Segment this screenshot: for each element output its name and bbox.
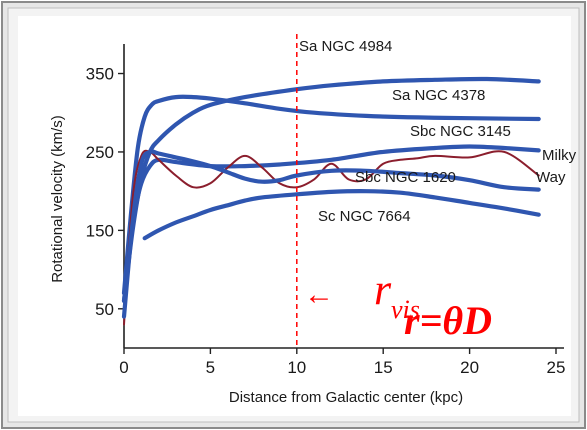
- label-layer: Sa NGC 4984 Sa NGC 4378 Sbc NGC 3145 Milky W…: [296, 34, 577, 348]
- x-tick-label: 10: [287, 358, 306, 377]
- plot-layer: 0 5 10 15 20 25 50 150 250 350 Distance from Galac…: [49, 44, 565, 406]
- series-line-milky-way: [123, 149, 540, 326]
- y-tick-label: 150: [86, 221, 114, 240]
- y-tick-label: 250: [86, 143, 114, 162]
- x-tick-label: 0: [119, 358, 128, 377]
- r-vis-arrow: ←: [304, 278, 334, 311]
- series-line-sa-ngc-4378: [121, 94, 541, 296]
- y-tick-label: 50: [95, 300, 114, 319]
- r-vis-symbol: r: [374, 265, 392, 314]
- series-label-sbc-ngc-1620: Sbc NGC 1620: [355, 169, 456, 186]
- series-label-sa-ngc-4378: Sa NGC 4378: [392, 87, 485, 104]
- series-label-sc-ngc-7664: Sc NGC 7664: [318, 208, 411, 225]
- y-axis-title: Rotational velocity (km/s): [49, 115, 66, 283]
- chart-panel: [18, 16, 571, 416]
- x-tick-label: 25: [547, 358, 566, 377]
- series-label-milky-way-line1: Milky: [542, 147, 577, 164]
- series-layer: [121, 76, 541, 326]
- series-line-sbc-ngc-1620: [121, 149, 541, 319]
- x-tick-label: 20: [460, 358, 479, 377]
- series-label-sbc-ngc-3145: Sbc NGC 3145: [410, 123, 511, 140]
- r-vis-subscript: vis: [391, 295, 420, 324]
- formula-r-theta-d: r=θD: [404, 298, 492, 343]
- x-tick-label: 15: [374, 358, 393, 377]
- series-label-milky-way-line2: Way: [536, 169, 566, 186]
- x-tick-label: 5: [206, 358, 215, 377]
- y-tick-label: 350: [86, 65, 114, 84]
- series-line-sc-ngc-7664: [142, 189, 541, 241]
- series-line-sa-ngc-4984: [121, 76, 541, 303]
- series-label-sa-ngc-4984: Sa NGC 4984: [299, 38, 392, 55]
- x-axis-title: Distance from Galactic center (kpc): [229, 389, 463, 406]
